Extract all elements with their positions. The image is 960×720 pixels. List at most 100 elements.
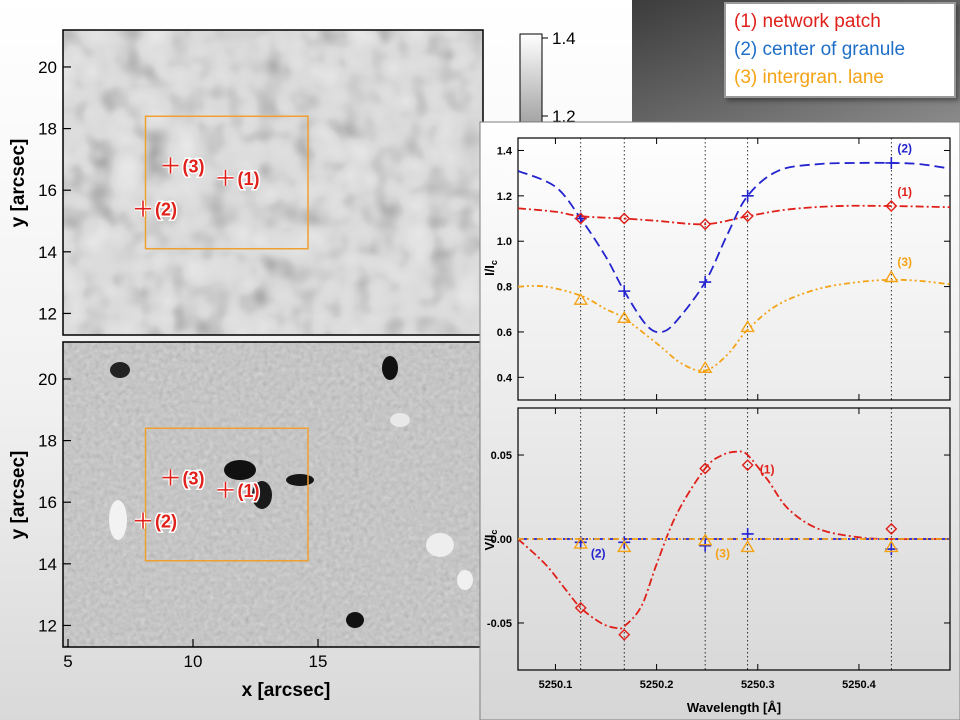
ytick-label: 0.8: [497, 282, 512, 294]
map-ytick-label: 16: [38, 493, 57, 512]
bright-patch: [109, 500, 127, 540]
stokes-v-ylabel-sub: c: [489, 530, 499, 535]
dark-patch: [346, 612, 364, 628]
map-ytick-label: 14: [38, 555, 57, 574]
colorbar: [519, 33, 543, 133]
ytick-label: 0.00: [491, 534, 512, 546]
dark-patch: [382, 356, 398, 380]
xtick-label: 5250.2: [640, 679, 674, 691]
stokes-v-ylabel: V/Ic: [482, 530, 499, 551]
data-point: [616, 540, 632, 553]
map-polarization: [62, 341, 484, 648]
series-line-s3: [518, 278, 950, 372]
bright-patch: [426, 533, 454, 557]
bright-patch: [457, 570, 473, 590]
map-marker-label: (2): [155, 200, 177, 220]
data-point: [573, 536, 588, 549]
intensity-ylabel-sub: c: [489, 260, 499, 265]
data-point: [741, 189, 754, 202]
colorbar-ticks: 1.2 1.4: [542, 29, 576, 126]
map-ytick-label: 16: [38, 181, 57, 200]
xtick-label: 5250.4: [842, 679, 877, 691]
legend-item-center-of-granule: (2) center of granule: [734, 39, 906, 60]
region-box: [144, 427, 309, 562]
data-point: [884, 540, 899, 553]
data-point: [741, 210, 754, 223]
ytick-label: 0.6: [497, 327, 512, 339]
ytick-label: -0.05: [487, 618, 512, 630]
wavelength-xlabel: Wavelength [Å]: [687, 700, 781, 715]
series-label-s2: (2): [591, 546, 606, 560]
map-ytick-label: 12: [38, 304, 57, 323]
intensity-plot: 0.4 0.6 0.8 1.0 1.2 1.4 (2) (1) (3): [497, 138, 950, 400]
legend: (1) network patch (2) center of granule …: [724, 2, 956, 98]
colorbar-tick-label: 1.2: [552, 107, 576, 126]
map-intensity: [62, 29, 484, 336]
map-xtick-label: 5: [63, 652, 72, 671]
data-point: [740, 540, 755, 553]
legend-item-network-patch: (1) network patch: [734, 11, 881, 32]
data-point: [574, 212, 587, 225]
ytick-label: 0.4: [497, 372, 513, 384]
map-marker-label: (2): [155, 512, 177, 532]
data-point: [699, 218, 712, 231]
dark-patch: [286, 474, 314, 486]
data-point: [618, 212, 631, 225]
map-marker-label: (1): [238, 481, 260, 501]
data-point: [741, 527, 754, 540]
map-bot-ylabel: y [arcsec]: [8, 451, 29, 540]
ytick-label: 0.05: [491, 450, 512, 462]
data-point: [616, 310, 632, 324]
intensity-plot-frame: [517, 137, 951, 401]
data-point: [699, 462, 712, 475]
dark-patch: [224, 460, 256, 480]
intensity-ylabel: I/Ic: [482, 260, 499, 276]
series-group: [518, 156, 950, 373]
xtick-label: 5250.3: [741, 679, 775, 691]
series-label-s2: (2): [897, 142, 912, 156]
colorbar-tick-label: 1.4: [552, 29, 576, 48]
map-marker: (2): [135, 510, 179, 533]
map-ytick-label: 20: [38, 58, 57, 77]
map-marker: (1): [217, 167, 261, 190]
stokes-v-ylabel-main: V/I: [482, 535, 497, 551]
map-axes: 12 14 16 18 20 12 14 16 18 20 5 10 15: [38, 58, 327, 671]
map-ytick-label: 14: [38, 243, 57, 262]
map-polarization-image: [63, 342, 483, 647]
data-point: [574, 212, 587, 225]
data-point: [740, 320, 755, 333]
region-box: [144, 115, 309, 250]
map-marker: (1): [217, 479, 261, 502]
data-point: [741, 459, 754, 472]
stokes-v-plot: -0.05 0.00 0.05 5250.1 5250.2 5250.3 5250.4 (1)…: [487, 408, 950, 691]
map-ytick-label: 12: [38, 616, 57, 635]
data-point: [699, 276, 712, 289]
map-marker-label: (3): [183, 157, 205, 177]
data-point: [573, 292, 588, 305]
data-point: [574, 601, 587, 614]
bright-patch: [390, 413, 410, 427]
map-marker: (2): [135, 198, 179, 221]
data-point: [697, 533, 713, 546]
map-marker: (3): [162, 155, 206, 178]
map-xtick-label: 10: [184, 652, 203, 671]
map-ytick-label: 18: [38, 432, 57, 451]
ytick-label: 1.0: [497, 236, 512, 248]
ytick-label: 1.4: [497, 145, 513, 157]
dark-patch: [110, 362, 130, 378]
data-point: [699, 539, 712, 552]
map-ytick-label: 18: [38, 120, 57, 139]
map-intensity-image: [63, 30, 483, 335]
series-line-s1: [518, 204, 950, 226]
map-overlays: (1) (2) (3) (1) (2) (3): [135, 115, 309, 562]
ytick-label: 1.2: [497, 191, 512, 203]
series-label-s1: (1): [760, 463, 775, 477]
map-ytick-label: 20: [38, 370, 57, 389]
data-point: [885, 200, 898, 213]
map-marker-label: (3): [183, 469, 205, 489]
data-point: [618, 628, 631, 641]
data-point: [885, 156, 898, 169]
map-marker: (3): [162, 467, 206, 490]
series-label-s1: (1): [897, 185, 912, 199]
